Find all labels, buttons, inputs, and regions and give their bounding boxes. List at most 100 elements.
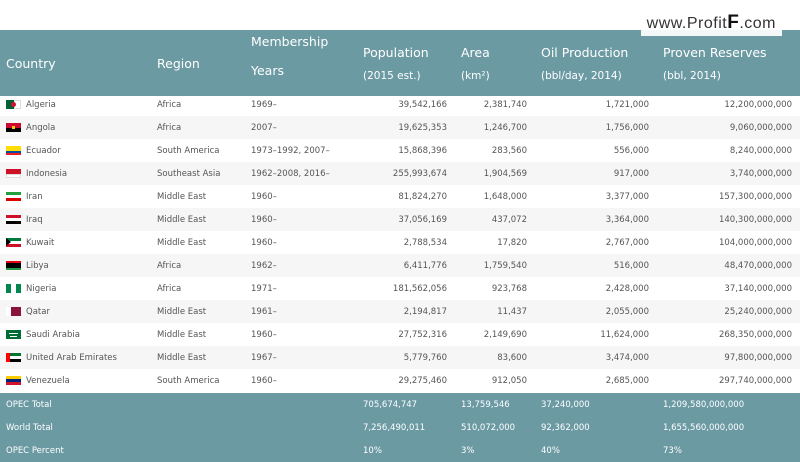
- area-cell: 2,149,690: [483, 329, 527, 340]
- population-cell: 181,562,056: [392, 283, 447, 294]
- membership-cell: 1960–: [251, 329, 277, 340]
- region-cell: Middle East: [157, 237, 207, 248]
- country-cell: Nigeria: [0, 277, 151, 300]
- country-name: United Arab Emirates: [26, 352, 117, 363]
- country-name: Angola: [26, 122, 56, 133]
- country-name: Ecuador: [26, 145, 61, 156]
- proven-reserves-cell: 97,800,000,000: [657, 346, 800, 369]
- proven-reserves-cell: 297,740,000,000: [718, 375, 792, 386]
- membership-cell: 1971–: [251, 283, 277, 294]
- population-cell: 39,542,166: [398, 99, 447, 110]
- totals-oil-production: 40%: [535, 439, 657, 462]
- uae-flag-icon: [6, 353, 21, 362]
- oil-production-cell: 917,000: [535, 162, 657, 185]
- proven-reserves-cell: 157,300,000,000: [718, 191, 792, 202]
- totals-oil-production: 92,362,000: [535, 416, 657, 439]
- totals-population: 705,674,747: [357, 393, 455, 416]
- country-name: Qatar: [26, 306, 50, 317]
- totals-row: OPEC Total 705,674,747 13,759,546 37,240,00…: [0, 393, 800, 416]
- country-name: Venezuela: [26, 375, 70, 386]
- oil-production-cell: 2,685,000: [605, 375, 649, 386]
- area-cell: 283,560: [491, 145, 527, 156]
- country-name: Algeria: [26, 99, 56, 110]
- population-cell: 81,824,270: [398, 191, 447, 202]
- country-cell: Libya: [0, 254, 151, 277]
- population-cell: 29,275,460: [398, 375, 447, 386]
- region-cell: Southeast Asia: [151, 162, 245, 185]
- proven-reserves-cell: 268,350,000,000: [718, 329, 792, 340]
- oil-production-cell: 2,767,000: [605, 237, 649, 248]
- area-cell: 2,381,740: [483, 99, 527, 110]
- population-cell: 2,194,817: [335, 300, 455, 323]
- region-cell: Africa: [151, 116, 245, 139]
- header-oil-production[interactable]: Oil Production (bbl/day, 2014): [535, 30, 657, 96]
- region-cell: South America: [157, 145, 220, 156]
- membership-cell: 2007–: [245, 116, 335, 139]
- country-name: Kuwait: [26, 237, 55, 248]
- country-cell: Kuwait: [0, 231, 151, 254]
- region-cell: Middle East: [157, 329, 207, 340]
- table-row: Libya Africa 1962– 6,411,776 1,759,540 516,00…: [0, 254, 800, 277]
- table-row: Indonesia Southeast Asia 1962–2008, 2016– 2…: [0, 162, 800, 185]
- oil-production-cell: 11,624,000: [600, 329, 649, 340]
- header-country[interactable]: Country: [0, 30, 151, 96]
- country-cell: Iraq: [0, 208, 151, 231]
- header-population[interactable]: Population (2015 est.): [357, 30, 455, 96]
- membership-cell: 1969–: [251, 99, 277, 110]
- proven-reserves-cell: 9,060,000,000: [657, 116, 800, 139]
- oil-production-cell: 1,756,000: [535, 116, 657, 139]
- header-region[interactable]: Region: [151, 30, 245, 96]
- country-cell: United Arab Emirates: [0, 346, 151, 369]
- proven-reserves-cell: 48,470,000,000: [657, 254, 800, 277]
- oil-production-cell: 3,474,000: [535, 346, 657, 369]
- header-membership[interactable]: Membership Years: [245, 30, 357, 96]
- membership-cell: 1973–1992, 2007–: [251, 145, 330, 156]
- kuwait-flag-icon: [6, 238, 21, 247]
- angola-flag-icon: [6, 123, 21, 132]
- indonesia-flag-icon: [6, 169, 21, 178]
- population-cell: 6,411,776: [335, 254, 455, 277]
- region-cell: Middle East: [151, 346, 245, 369]
- totals-empty-cell: [245, 416, 357, 439]
- table-row: Ecuador South America 1973–1992, 2007– 15,8…: [0, 139, 800, 162]
- area-cell: 83,600: [455, 346, 535, 369]
- membership-cell: 1962–: [245, 254, 335, 277]
- region-cell: Middle East: [151, 208, 245, 231]
- header-proven-reserves[interactable]: Proven Reserves (bbl, 2014): [657, 30, 800, 96]
- area-cell: 17,820: [497, 237, 527, 248]
- iran-flag-icon: [6, 192, 21, 201]
- nigeria-flag-icon: [6, 284, 21, 293]
- area-cell: 1,246,700: [455, 116, 535, 139]
- population-cell: 19,625,353: [335, 116, 455, 139]
- country-cell: Saudi Arabia: [0, 323, 151, 346]
- country-name: Indonesia: [26, 168, 68, 179]
- oil-production-cell: 2,428,000: [605, 283, 649, 294]
- totals-label: OPEC Total: [0, 393, 151, 416]
- proven-reserves-cell: 3,740,000,000: [657, 162, 800, 185]
- totals-oil-production: 37,240,000: [535, 393, 657, 416]
- region-cell: Africa: [157, 283, 182, 294]
- region-cell: Middle East: [157, 191, 207, 202]
- membership-cell: 1967–: [245, 346, 335, 369]
- area-cell: 11,437: [455, 300, 535, 323]
- totals-empty-cell: [151, 416, 245, 439]
- header-area[interactable]: Area (km²): [455, 30, 535, 96]
- country-name: Nigeria: [26, 283, 57, 294]
- table-row: United Arab Emirates Middle East 1967– 5,77…: [0, 346, 800, 369]
- algeria-flag-icon: [6, 100, 21, 109]
- table-row: Angola Africa 2007– 19,625,353 1,246,700 1,75…: [0, 116, 800, 139]
- proven-reserves-cell: 12,200,000,000: [724, 99, 792, 110]
- totals-proven-reserves: 73%: [657, 439, 800, 462]
- proven-reserves-cell: 8,240,000,000: [729, 145, 792, 156]
- area-cell: 923,768: [491, 283, 527, 294]
- totals-row: World Total 7,256,490,011 510,072,000 92,36…: [0, 416, 800, 439]
- country-cell: Ecuador: [0, 139, 151, 162]
- iraq-flag-icon: [6, 215, 21, 224]
- proven-reserves-cell: 104,000,000,000: [718, 237, 792, 248]
- country-cell: Indonesia: [0, 162, 151, 185]
- libya-flag-icon: [6, 261, 21, 270]
- country-name: Saudi Arabia: [26, 329, 80, 340]
- country-cell: Algeria: [0, 93, 151, 116]
- oil-production-cell: 3,364,000: [535, 208, 657, 231]
- totals-label: World Total: [0, 416, 151, 439]
